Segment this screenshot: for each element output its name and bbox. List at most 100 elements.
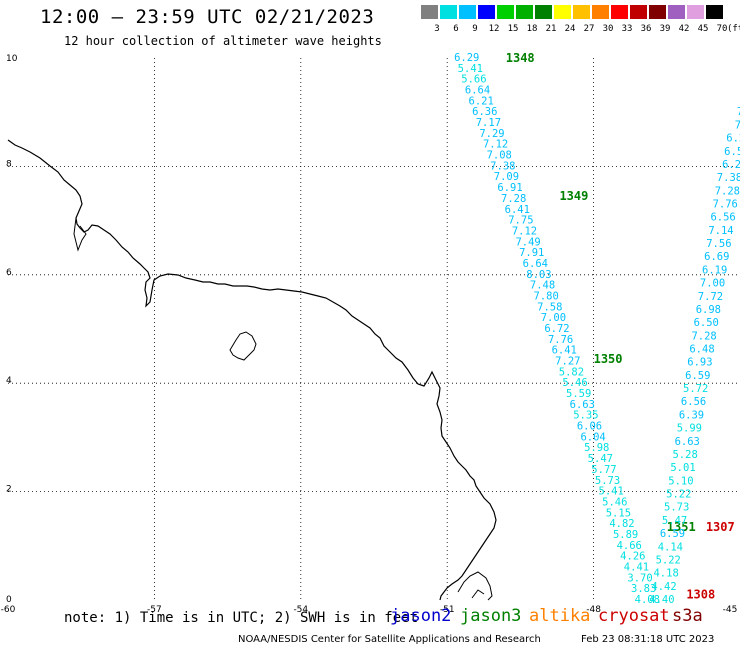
wave-height-value: 5.47: [588, 453, 613, 465]
legend-label: 21: [545, 24, 557, 34]
wave-height-value: 7.28: [501, 193, 526, 205]
legend-swatch: [611, 5, 628, 19]
legend-swatch: [497, 5, 514, 19]
legend-label: 6: [453, 24, 459, 34]
wave-height-value: 5.46: [562, 377, 587, 389]
wave-height-value: 7.17: [476, 117, 501, 129]
wave-height-value: 6.59: [660, 528, 685, 540]
legend-swatch: [459, 5, 476, 19]
wave-height-value: 5.73: [664, 502, 689, 514]
wave-height-value: 5.82: [559, 366, 584, 378]
wave-height-value: 7.91: [519, 247, 544, 259]
wave-height-value: 6.63: [570, 399, 595, 411]
legend-swatch: [535, 5, 552, 19]
wave-height-value: 7.09: [494, 171, 519, 183]
wave-height-value: 5.41: [458, 63, 483, 75]
wave-height-value: 7.72: [698, 291, 723, 303]
legend-swatch: [516, 5, 533, 19]
wave-height-value: 7: [735, 119, 740, 131]
wave-height-value: 7.38: [717, 172, 740, 184]
wave-height-value: 5.15: [606, 507, 631, 519]
y-tick-label: 6: [6, 268, 12, 278]
wave-height-value: 5.66: [461, 74, 486, 86]
wave-height-value: 6.69: [704, 251, 729, 263]
wave-height-value: 7: [737, 106, 740, 118]
wave-height-value: 6.04: [580, 431, 605, 443]
wave-height-value: 6.59: [685, 370, 710, 382]
y-tick-label: 4: [6, 376, 12, 386]
wave-height-value: 6.19: [702, 264, 727, 276]
satellite-name-jason3: jason3: [460, 606, 522, 626]
offshore-island: [229, 331, 257, 361]
legend-swatch: [687, 5, 704, 19]
y-tick-label: 0: [6, 595, 12, 605]
legend-swatch: [440, 5, 457, 19]
wave-height-value: 4.14: [658, 541, 683, 553]
satellite-name-s3a: s3a: [672, 606, 703, 626]
wave-height-value: 7.29: [479, 128, 504, 140]
wave-height-value: 4.42: [651, 581, 676, 593]
footnote: note: 1) Time is in UTC; 2) SWH is in fe…: [64, 610, 419, 626]
wave-height-tracks: 6.295.415.666.646.216.367.177.297.127.08…: [454, 51, 740, 606]
page-subtitle: 12 hour collection of altimeter wave hei…: [64, 34, 382, 48]
wave-height-value: 6.98: [696, 304, 721, 316]
legend-label: 15: [507, 24, 519, 34]
wave-height-value: 4.08: [635, 594, 660, 606]
legend-swatch: [649, 5, 666, 19]
y-tick-label: 10: [6, 54, 18, 64]
legend-label: 9: [472, 24, 478, 34]
wave-height-value: 6.72: [544, 323, 569, 335]
wave-height-value: 5.01: [670, 462, 695, 474]
wave-height-value: 7.14: [708, 225, 733, 237]
wave-height-value: 6.2: [722, 159, 740, 171]
wave-height-value: 7.56: [706, 238, 731, 250]
wave-height-value: 6.91: [497, 182, 522, 194]
pass-number-label: 1350: [594, 352, 623, 366]
wave-height-value: 7.76: [713, 198, 738, 210]
x-tick-label: -54: [293, 605, 308, 615]
legend-label: 70: [716, 24, 728, 34]
wave-height-value: 5.73: [595, 475, 620, 487]
wave-height-value: 6.64: [523, 258, 548, 270]
wave-height-value: 6.63: [675, 436, 700, 448]
wave-height-value: 5.22: [666, 489, 691, 501]
legend-swatch: [592, 5, 609, 19]
legend-label: 30: [602, 24, 614, 34]
wave-height-value: 5.35: [573, 410, 598, 422]
marajo-island: [457, 571, 493, 601]
legend-swatch: [573, 5, 590, 19]
wave-height-value: 7.00: [541, 312, 566, 324]
wave-height-value: 5.22: [656, 554, 681, 566]
wave-height-value: 7.12: [512, 225, 537, 237]
legend-swatch: [668, 5, 685, 19]
wave-height-value: 5.47: [662, 515, 687, 527]
legend-label: 12: [488, 24, 500, 34]
wave-height-value: 4.66: [617, 540, 642, 552]
legend-swatch: [706, 5, 723, 19]
x-tick-label: -51: [440, 605, 455, 615]
legend-label: 24: [564, 24, 576, 34]
legend-label: 27: [583, 24, 595, 34]
wave-height-value: 7.38: [490, 160, 515, 172]
wave-height-value: 6.21: [469, 95, 494, 107]
y-tick-label: 2: [6, 485, 12, 495]
x-tick-label: -57: [147, 605, 162, 615]
wave-height-value: 7.49: [515, 236, 540, 248]
wave-height-value: 7.08: [487, 150, 512, 162]
wave-height-value: 6.50: [694, 317, 719, 329]
wave-height-value: 5.99: [677, 423, 702, 435]
axis-tick-labels: -60 -57 -54 -51 -48 -45 0 2 4 6 8 10: [1, 54, 738, 615]
wave-height-value: 6.39: [679, 409, 704, 421]
wave-height-value: 5.59: [566, 388, 591, 400]
wave-height-value: 5.72: [683, 383, 708, 395]
plot-frame: [8, 58, 740, 600]
wave-height-value: 7.76: [548, 334, 573, 346]
wave-height-value: 7.28: [691, 330, 716, 342]
wave-height-value: 4.40: [649, 594, 674, 606]
wave-height-value: 5.10: [668, 475, 693, 487]
wave-height-value: 6.06: [577, 421, 602, 433]
legend-label: 33: [621, 24, 633, 34]
wave-height-value: 6.5: [724, 146, 740, 158]
wave-height-value: 5.89: [613, 529, 638, 541]
legend-swatch: [478, 5, 495, 19]
